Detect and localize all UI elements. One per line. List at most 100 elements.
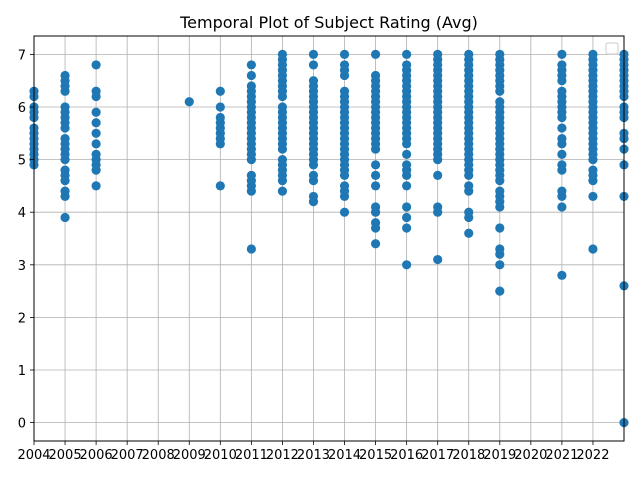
- data-point: [308, 191, 319, 202]
- data-point: [588, 191, 598, 202]
- data-point: [402, 212, 412, 223]
- x-tick-label: 2004: [17, 448, 50, 463]
- x-tick-label: 2018: [452, 448, 485, 463]
- data-point: [557, 123, 567, 133]
- data-point: [557, 160, 567, 170]
- data-point: [402, 260, 412, 270]
- data-point: [464, 207, 474, 217]
- data-point: [402, 223, 412, 233]
- data-point: [557, 86, 567, 96]
- data-point: [557, 60, 567, 70]
- data-point: [495, 244, 505, 254]
- data-point: [433, 49, 443, 60]
- x-tick-label: 2017: [421, 448, 454, 463]
- x-tick-label: 2006: [80, 448, 113, 463]
- data-point: [495, 223, 505, 233]
- data-point: [433, 170, 443, 180]
- x-tick-label: 2014: [328, 448, 361, 463]
- y-tick-label: 4: [18, 206, 26, 221]
- data-point: [588, 165, 598, 175]
- data-point: [557, 202, 567, 212]
- x-tick-label: 2013: [297, 448, 330, 463]
- data-point: [370, 160, 381, 170]
- data-point: [588, 49, 598, 60]
- data-point: [91, 60, 101, 70]
- data-point: [91, 86, 101, 96]
- data-point: [277, 102, 288, 112]
- x-axis: 2004200520062007200820092010201120122013…: [17, 441, 609, 463]
- x-tick-label: 2010: [204, 448, 237, 463]
- data-point: [91, 107, 101, 117]
- data-point: [464, 228, 474, 238]
- data-point: [495, 260, 505, 270]
- data-point: [246, 60, 256, 70]
- data-point: [91, 118, 101, 128]
- x-tick-label: 2015: [359, 448, 392, 463]
- data-point: [246, 244, 256, 254]
- data-point: [339, 49, 350, 60]
- data-point: [370, 70, 381, 81]
- data-point: [339, 181, 350, 191]
- data-point: [370, 49, 381, 60]
- data-point: [495, 97, 505, 107]
- data-point: [91, 149, 101, 159]
- y-tick-label: 7: [18, 48, 26, 63]
- data-point: [184, 97, 194, 107]
- y-tick-label: 0: [18, 417, 26, 432]
- data-point: [60, 212, 70, 223]
- data-point: [433, 202, 443, 212]
- data-point: [464, 181, 474, 191]
- data-point: [246, 170, 256, 180]
- data-point: [588, 244, 598, 254]
- y-axis: 0 1 2 3 4 5 6 7: [18, 48, 34, 432]
- data-point: [339, 86, 350, 96]
- data-point: [370, 218, 381, 228]
- data-point: [91, 181, 101, 191]
- data-point: [370, 239, 381, 249]
- x-tick-label: 2022: [576, 448, 609, 463]
- data-point: [370, 181, 381, 191]
- data-point: [557, 133, 567, 144]
- data-point: [91, 139, 101, 149]
- data-point: [60, 102, 70, 112]
- data-point: [277, 155, 288, 165]
- data-point: [215, 181, 225, 191]
- data-point: [308, 76, 319, 86]
- y-tick-label: 3: [18, 259, 26, 274]
- data-point: [339, 60, 350, 70]
- data-point: [246, 70, 256, 81]
- data-points: [29, 49, 629, 428]
- data-point: [60, 165, 70, 175]
- x-tick-label: 2016: [390, 448, 423, 463]
- plot-area-frame: [33, 35, 625, 442]
- x-tick-label: 2007: [111, 448, 144, 463]
- data-point: [60, 186, 70, 196]
- data-point: [495, 286, 505, 296]
- data-point: [402, 181, 412, 191]
- x-tick-label: 2008: [142, 448, 175, 463]
- chart-title: Temporal Plot of Subject Rating (Avg): [179, 13, 478, 32]
- y-tick-label: 6: [18, 101, 26, 116]
- data-point: [246, 81, 256, 91]
- x-tick-label: 2012: [266, 448, 299, 463]
- data-point: [464, 49, 474, 60]
- x-tick-label: 2021: [545, 448, 578, 463]
- legend-box: [605, 42, 619, 55]
- data-point: [215, 102, 225, 112]
- data-point: [370, 170, 381, 180]
- x-tick-label: 2005: [49, 448, 82, 463]
- data-point: [215, 112, 225, 123]
- data-point: [277, 186, 288, 196]
- x-tick-label: 2009: [173, 448, 206, 463]
- data-point: [495, 186, 505, 196]
- data-point: [60, 70, 70, 81]
- data-point: [308, 60, 319, 70]
- x-tick-label: 2019: [483, 448, 516, 463]
- data-point: [308, 170, 319, 180]
- data-point: [433, 254, 443, 265]
- data-point: [495, 49, 505, 60]
- x-tick-label: 2011: [235, 448, 268, 463]
- data-point: [308, 49, 319, 60]
